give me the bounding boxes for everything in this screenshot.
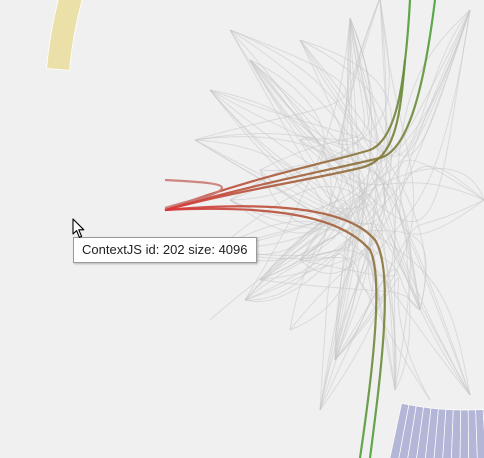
dependency-edge xyxy=(229,0,390,201)
dependency-edge xyxy=(194,139,471,396)
dependency-edge xyxy=(299,9,471,157)
dependency-edge xyxy=(209,59,318,143)
dependency-edge xyxy=(229,199,381,301)
mouse-pointer-icon xyxy=(72,218,85,238)
dependency-edge xyxy=(334,187,378,361)
dependency-edge xyxy=(209,89,344,251)
dependency-edge xyxy=(334,276,431,401)
dependency-edge xyxy=(259,17,365,171)
dependency-edge xyxy=(334,17,373,361)
dependency-edge xyxy=(249,9,471,167)
dependency-edge xyxy=(399,9,484,235)
dependency-edge xyxy=(346,0,396,391)
dependency-edge xyxy=(194,133,396,411)
dependency-edge xyxy=(319,9,471,411)
dependency-edge xyxy=(214,218,337,281)
dependency-edge xyxy=(244,249,374,361)
dependency-edge xyxy=(194,139,324,234)
dependency-edge xyxy=(229,29,355,261)
dependency-edge xyxy=(214,186,421,311)
highlight-edges-layer xyxy=(164,0,437,458)
dependency-edge xyxy=(214,39,364,257)
node-tooltip: ContextJS id: 202 size: 4096 xyxy=(73,237,257,263)
dependency-edge xyxy=(244,0,388,301)
dependency-edge xyxy=(289,39,386,331)
dependency-edge xyxy=(229,29,353,331)
dependency-edge xyxy=(209,89,411,391)
dependency-edge xyxy=(334,206,381,361)
dependency-edge xyxy=(349,17,421,311)
dependency-edge xyxy=(259,168,484,281)
dependency-edge xyxy=(229,59,325,201)
dependency-edge xyxy=(394,9,471,391)
highlighted-dependency-edge xyxy=(164,59,407,212)
dependency-edge xyxy=(194,29,347,141)
ring-layer xyxy=(46,0,484,458)
dependency-edge xyxy=(244,165,484,301)
root-ring-segment[interactable] xyxy=(46,0,484,458)
dependency-edge xyxy=(249,59,351,281)
dependency-edge xyxy=(398,159,484,311)
dependency-edge xyxy=(249,59,396,391)
edge-bundle-layer xyxy=(194,0,484,411)
leaf-node[interactable] xyxy=(475,409,484,458)
leaf-node[interactable] xyxy=(459,409,470,458)
dependency-edge xyxy=(244,169,350,301)
dependency-edge xyxy=(229,199,427,311)
highlighted-dependency-edge xyxy=(164,207,378,458)
dependency-edge xyxy=(209,0,387,210)
dependency-edge xyxy=(334,193,396,391)
dependency-edge xyxy=(319,253,431,411)
dependency-edge xyxy=(334,0,415,361)
highlighted-dependency-edge xyxy=(164,178,224,210)
dependency-edge xyxy=(347,17,397,391)
highlighted-dependency-edge xyxy=(164,205,386,458)
